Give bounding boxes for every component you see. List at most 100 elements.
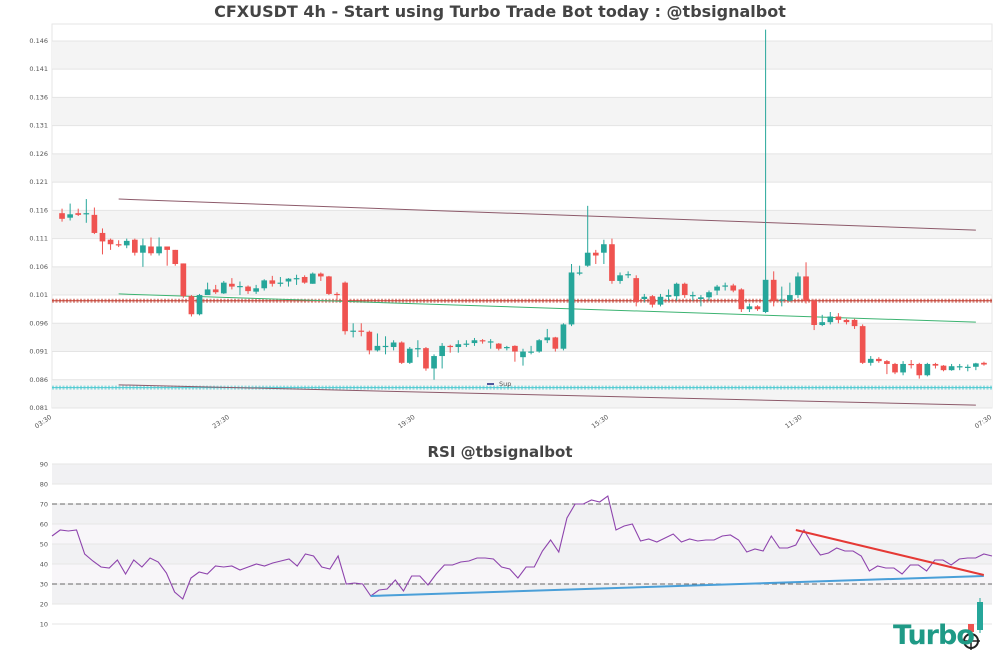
candle-body — [495, 343, 502, 349]
x-tick-label: 11:30 — [784, 413, 804, 430]
rsi-resistance-line — [795, 529, 985, 576]
candle-body — [261, 280, 268, 289]
y-tick-label: 0.121 — [29, 178, 48, 186]
rsi-y-tick: 20 — [40, 601, 48, 609]
candle-body — [431, 356, 437, 369]
x-tick-label: 19:30 — [397, 413, 417, 430]
candle-body — [843, 319, 850, 323]
candle-body — [552, 337, 559, 349]
candle-body — [220, 282, 227, 294]
candle-body — [981, 362, 987, 365]
candle-body — [730, 285, 737, 291]
candle-body — [795, 276, 801, 296]
candle-body — [285, 278, 292, 282]
candle-body — [277, 282, 284, 284]
y-tick-label: 0.116 — [29, 206, 48, 214]
grid-band — [52, 97, 992, 126]
grid-band — [52, 153, 992, 183]
candle-body — [884, 361, 890, 364]
candle-body — [123, 240, 130, 246]
candle-body — [374, 345, 381, 351]
candle-body — [415, 348, 421, 350]
candle-body — [762, 279, 769, 312]
candle-body — [625, 274, 631, 276]
candle-body — [592, 252, 599, 256]
y-tick-label: 0.111 — [29, 235, 48, 243]
candle-body — [835, 316, 842, 320]
candle-body — [334, 293, 340, 296]
rsi-y-tick: 10 — [40, 621, 48, 629]
candle-body — [237, 286, 243, 288]
candle-body — [75, 213, 82, 215]
candle-body — [568, 272, 575, 325]
candle-body — [463, 343, 470, 345]
candle-body — [601, 244, 607, 253]
candle-body — [932, 363, 939, 366]
legend-sup-label: Sup — [499, 380, 511, 388]
candle-body — [609, 244, 615, 281]
candle-body — [924, 363, 931, 376]
candle-body — [390, 342, 397, 348]
x-tick-label: 07:30 — [973, 413, 993, 430]
candle-body — [908, 363, 915, 366]
y-tick-label: 0.131 — [29, 122, 48, 130]
candle-body — [479, 340, 486, 342]
candle-body — [584, 252, 591, 266]
grid-band — [52, 210, 992, 239]
candle-body — [520, 351, 526, 358]
candle-body — [770, 279, 777, 301]
candle-body — [512, 345, 518, 352]
candle-body — [406, 348, 413, 363]
grid-band — [52, 40, 992, 70]
candle-body — [916, 363, 923, 376]
candle-body — [867, 358, 874, 363]
candle-body — [350, 330, 357, 332]
y-tick-label: 0.126 — [29, 150, 48, 158]
candle-body — [309, 273, 316, 284]
candle-body — [59, 213, 65, 219]
candle-body — [811, 300, 817, 325]
candle-body — [875, 358, 882, 362]
candle-body — [649, 296, 656, 305]
upper-channel-line — [118, 198, 976, 231]
candle-body — [665, 295, 672, 297]
candle-body — [317, 273, 324, 277]
candle-body — [83, 213, 90, 215]
rsi-line — [51, 495, 993, 600]
lower-channel-line — [118, 384, 976, 406]
grid-band — [52, 266, 992, 296]
candle-body — [131, 239, 138, 253]
candle-body — [859, 326, 866, 363]
candle-body — [706, 292, 712, 298]
candle-body — [439, 345, 445, 357]
candle-body — [229, 283, 235, 287]
candle-body — [714, 286, 720, 291]
candle-body — [689, 295, 696, 297]
candle-body — [576, 272, 583, 274]
rsi-band — [52, 504, 992, 524]
turbo-logo: Turbo — [893, 620, 975, 651]
candle-body — [673, 283, 680, 297]
logo-candle-red — [968, 624, 974, 632]
candle-body — [180, 263, 187, 297]
candle-body — [900, 363, 906, 373]
rsi-y-tick: 80 — [40, 481, 48, 489]
candle-body — [787, 295, 793, 301]
chart-title: CFXUSDT 4h - Start using Turbo Trade Bot… — [214, 2, 786, 21]
rsi-title: RSI @tbsignalbot — [427, 443, 573, 461]
candle-body — [657, 296, 664, 305]
candle-body — [471, 340, 478, 344]
logo-candle-green — [977, 602, 983, 630]
candle-body — [67, 214, 73, 218]
candle-body — [99, 232, 106, 242]
y-tick-label: 0.086 — [29, 376, 48, 384]
candle-body — [148, 246, 154, 254]
candle-body — [827, 316, 834, 323]
candle-body — [269, 280, 276, 284]
candle-body — [447, 345, 454, 348]
rsi-y-tick: 70 — [40, 501, 48, 509]
candle-body — [188, 296, 195, 315]
y-tick-label: 0.136 — [29, 93, 48, 101]
candle-body — [358, 330, 365, 332]
